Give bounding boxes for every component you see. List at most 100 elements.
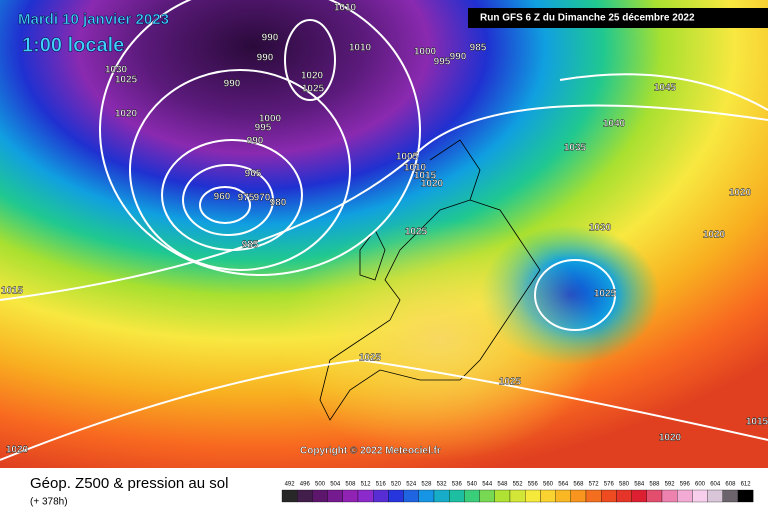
isobar-label: 1020 <box>729 188 752 199</box>
isobar-label: 990 <box>262 33 279 44</box>
isobar-label: 1010 <box>349 43 372 54</box>
scale-cell <box>601 489 617 503</box>
color-scale: 492 496 500 504 508 512 516 520 524 528 532 536 540 5… <box>281 482 754 503</box>
legend-title: Géop. Z500 & pression au sol <box>30 475 228 492</box>
scale-label: 512 <box>361 482 372 488</box>
scale-cell <box>433 489 450 503</box>
isobar-label: 1025 <box>405 227 428 238</box>
scale-cell <box>540 489 556 503</box>
isobar-label: 1010 <box>404 163 427 174</box>
isobar-label: 990 <box>450 52 467 63</box>
isobar-label: 1030 <box>105 65 128 76</box>
isobar-label: 1015 <box>746 417 768 428</box>
time: 1:00 locale <box>22 34 124 56</box>
scale-label: 492 <box>285 482 296 488</box>
run-box <box>468 8 768 28</box>
isobars <box>0 0 768 460</box>
scale-label: 504 <box>330 482 341 488</box>
scale-cell <box>403 489 419 503</box>
scale-label: 580 <box>619 482 630 488</box>
scale-label: 596 <box>680 482 691 488</box>
scale-cell <box>646 489 663 503</box>
isobar-label: 1045 <box>654 83 677 94</box>
scale-label: 612 <box>741 482 752 488</box>
isobar-label: 1005 <box>396 152 419 163</box>
scale-label: 572 <box>589 482 600 488</box>
scale-label: 584 <box>634 482 645 488</box>
run: Run GFS 6 Z du Dimanche 25 décembre 2022 <box>480 13 695 24</box>
scale-cell <box>297 489 313 503</box>
isobar-label: 1035 <box>564 143 587 154</box>
isobar-label: 1025 <box>302 84 325 95</box>
scale-label: 540 <box>467 482 478 488</box>
isobar-label: 965 <box>245 169 262 180</box>
scale-label: 564 <box>558 482 569 488</box>
isobar-label: 960 <box>214 192 231 203</box>
ridge <box>280 220 600 460</box>
scale-cell <box>555 489 571 503</box>
scale-label: 516 <box>376 482 387 488</box>
scale-label: 500 <box>315 482 326 488</box>
scale-label: 524 <box>406 482 417 488</box>
copyright: Copyright © 2022 Meteociel.fr <box>300 446 441 457</box>
scale-cell <box>312 489 328 503</box>
scale-label: 592 <box>665 482 676 488</box>
isobar-label: 980 <box>270 198 287 209</box>
isobar-label: 995 <box>255 123 272 134</box>
isobar-label: 1025 <box>594 289 617 300</box>
scale-cell <box>327 489 343 503</box>
date: Mardi 10 janvier 2023 <box>18 11 169 28</box>
isobar-label: 1015 <box>1 286 24 297</box>
scale-cell <box>616 489 632 503</box>
isobar-label: 1000 <box>414 47 437 58</box>
isobar-label: 1025 <box>359 353 382 364</box>
isobar-label: 985 <box>470 43 487 54</box>
scale-label: 608 <box>725 482 736 488</box>
isobar-label: 1010 <box>334 3 357 14</box>
scale-cell <box>464 489 480 503</box>
scale-cell <box>707 489 723 503</box>
scale-label: 544 <box>482 482 493 488</box>
isobar-label: 1020 <box>6 445 29 456</box>
scale-cell <box>357 489 374 503</box>
scale-label: 528 <box>421 482 432 488</box>
isobar-label: 990 <box>224 79 241 90</box>
isobar-label: 1020 <box>115 109 138 120</box>
scale-cell <box>525 489 541 503</box>
lead-time: (+ 378h) <box>30 497 68 508</box>
scale-cell <box>494 489 511 503</box>
scale-cell <box>722 489 739 503</box>
scale-cell <box>388 489 404 503</box>
scale-label: 552 <box>513 482 524 488</box>
scale-cell <box>692 489 708 503</box>
scale-cell <box>737 489 754 503</box>
scale-label: 532 <box>437 482 448 488</box>
scale-cell <box>585 489 602 503</box>
scale-label: 556 <box>528 482 539 488</box>
scale-label: 576 <box>604 482 615 488</box>
isobar-label: 985 <box>242 240 259 251</box>
scale-label: 604 <box>710 482 721 488</box>
isobar-label: 1020 <box>421 179 444 190</box>
isobar-labels: 9909901010101010201025990103010251020100… <box>1 2 768 456</box>
isobar-label: 990 <box>257 53 274 64</box>
scale-label: 508 <box>345 482 356 488</box>
isobar-label: 975 <box>238 193 255 204</box>
isobar-label: 1025 <box>499 377 522 388</box>
isobar-label: 1040 <box>603 119 626 130</box>
isobar-label: 1025 <box>115 75 138 86</box>
isobar-label: 970 <box>254 193 271 204</box>
isobar-label: 990 <box>247 136 264 147</box>
scale-label: 588 <box>649 482 660 488</box>
scale-cell <box>449 489 465 503</box>
isobar-label: 1020 <box>659 433 682 444</box>
scale-cell <box>570 489 587 503</box>
scale-label: 568 <box>573 482 584 488</box>
scale-cell <box>509 489 526 503</box>
scale-cell <box>281 489 298 503</box>
isobar-label: 1000 <box>259 114 282 125</box>
scale-label: 560 <box>543 482 554 488</box>
scale-label: 548 <box>497 482 508 488</box>
scale-cell <box>373 489 389 503</box>
